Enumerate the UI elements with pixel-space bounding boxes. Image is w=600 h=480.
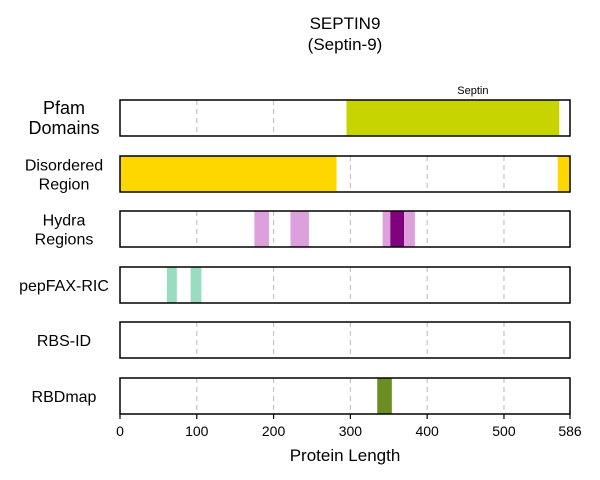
track-label-line: Region — [39, 177, 90, 194]
segment-bar — [120, 156, 337, 192]
segment-bar — [166, 267, 177, 303]
segment-bar — [390, 211, 405, 247]
track-frame — [119, 155, 571, 193]
track-0: Pfam Domains Septin — [28, 85, 571, 138]
track-frame — [119, 266, 571, 304]
segment-bar — [377, 378, 392, 414]
x-axis-label: Protein Length — [290, 446, 401, 465]
track-label-line: RBS-ID — [37, 333, 91, 350]
segment-bar — [382, 211, 391, 247]
track-3: pepFAX-RIC — [19, 266, 571, 304]
segment-bar — [346, 100, 560, 136]
track-label-line: Disordered — [25, 158, 103, 175]
tracks-layer: Pfam Domains Septin Disordered Region Hydra Re… — [19, 85, 571, 415]
x-tick-label: 500 — [492, 423, 516, 439]
track-label: RBS-ID — [37, 333, 91, 350]
track-2: Hydra Regions — [35, 210, 571, 249]
segment-bar — [557, 156, 570, 192]
track-label: Disordered Region — [25, 158, 103, 194]
track-label-line: Regions — [35, 232, 94, 249]
track-label-line: Pfam — [43, 98, 85, 118]
segment-bar — [190, 267, 202, 303]
track-label: RBDmap — [32, 389, 97, 406]
segment-bar — [254, 211, 269, 247]
x-tick-label: 100 — [185, 423, 209, 439]
track-5: RBDmap — [32, 377, 571, 415]
track-1: Disordered Region — [25, 155, 571, 194]
track-frame — [119, 99, 571, 137]
track-label: pepFAX-RIC — [19, 278, 109, 295]
segment-label: Septin — [457, 85, 488, 97]
track-label-line: Domains — [28, 118, 99, 138]
track-frame — [119, 210, 571, 248]
chart-subtitle: (Septin-9) — [308, 35, 383, 54]
x-tick-label: 300 — [339, 423, 363, 439]
segment-bar — [404, 211, 415, 247]
track-label-line: Hydra — [43, 213, 86, 230]
chart-title: SEPTIN9 — [310, 14, 381, 33]
track-label: Pfam Domains — [28, 98, 99, 138]
track-frame — [119, 321, 571, 359]
track-label: Hydra Regions — [35, 213, 94, 249]
x-tick-label: 400 — [415, 423, 439, 439]
segment-bar — [290, 211, 309, 247]
x-tick-label: 0 — [116, 423, 124, 439]
track-4: RBS-ID — [37, 321, 571, 359]
x-tick-label: 200 — [262, 423, 286, 439]
track-label-line: pepFAX-RIC — [19, 278, 109, 295]
track-label-line: RBDmap — [32, 389, 97, 406]
x-tick-label: 586 — [558, 423, 582, 439]
x-axis: 0 100 200 300 400 500 586 — [116, 414, 582, 439]
track-frame — [119, 377, 571, 415]
